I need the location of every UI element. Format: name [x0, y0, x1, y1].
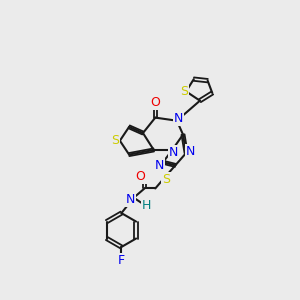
Text: N: N	[174, 112, 183, 125]
Text: O: O	[136, 170, 146, 183]
Text: H: H	[142, 199, 152, 212]
Text: S: S	[162, 173, 170, 186]
Text: N: N	[169, 146, 178, 159]
Text: N: N	[186, 145, 195, 158]
Text: S: S	[111, 134, 119, 147]
Text: O: O	[150, 97, 160, 110]
Text: N: N	[126, 193, 135, 206]
Text: S: S	[180, 85, 188, 98]
Text: N: N	[154, 159, 164, 172]
Text: F: F	[118, 254, 125, 267]
